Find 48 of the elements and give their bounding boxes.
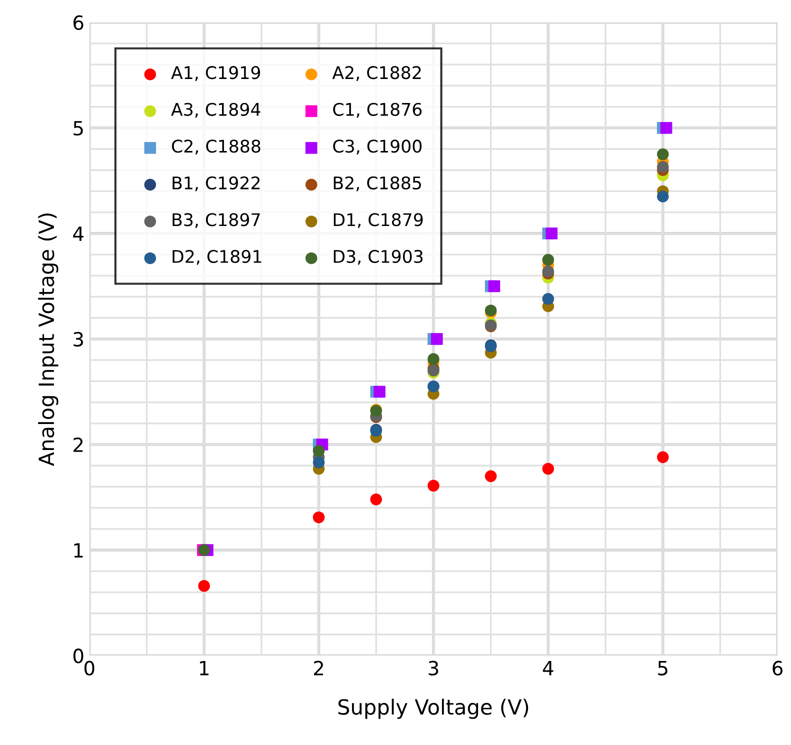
x-tick-label: 0 — [84, 660, 94, 676]
legend-label: C1, C1876 — [333, 102, 422, 118]
point — [656, 148, 669, 160]
y-tick-label: 1 — [74, 543, 83, 558]
legend-label: B2, C1885 — [334, 176, 421, 192]
point — [484, 470, 497, 482]
legend-label: D3, C1903 — [334, 250, 423, 265]
legend-label: B1, C1922 — [172, 176, 260, 192]
point — [660, 122, 672, 134]
x-tick-label: 1 — [200, 661, 208, 676]
point — [428, 353, 440, 365]
point — [198, 580, 210, 592]
x-tick-label: 4 — [542, 661, 554, 676]
y-tick-label: 5 — [74, 121, 83, 136]
point — [431, 333, 443, 345]
point — [428, 480, 440, 492]
legend-label: A3, C1894 — [171, 102, 260, 118]
x-tick-label: 3 — [428, 660, 438, 676]
point — [374, 386, 386, 398]
y-tick-label: 0 — [73, 648, 84, 664]
point — [546, 228, 558, 240]
point — [312, 456, 325, 468]
y-tick-label: 3 — [74, 332, 83, 347]
x-tick-label: 6 — [772, 660, 783, 676]
point — [312, 511, 325, 524]
legend-label: C2, C1888 — [172, 140, 260, 154]
legend-label: A1, C1919 — [171, 66, 260, 81]
point — [312, 444, 325, 457]
legend-label: A2, C1882 — [332, 66, 421, 81]
legend-label: D1, C1879 — [334, 213, 423, 228]
point — [656, 190, 669, 202]
point — [656, 451, 669, 464]
legend-label: D2, C1891 — [172, 250, 262, 265]
point — [488, 280, 500, 292]
y-tick-label: 2 — [74, 437, 83, 452]
legend-label: B3, C1897 — [172, 213, 260, 228]
point — [542, 254, 554, 266]
y-tick-label: 6 — [74, 15, 84, 30]
y-axis-title: Analog Input Voltage (V) — [38, 214, 58, 466]
point — [542, 292, 554, 305]
point — [656, 161, 669, 173]
point — [542, 462, 554, 475]
x-axis-title: Supply Voltage (V) — [338, 698, 528, 719]
x-tick-label: 5 — [658, 661, 668, 676]
x-tick-label: 2 — [314, 660, 324, 676]
point — [370, 494, 382, 506]
legend-label: C3, C1900 — [333, 140, 422, 154]
y-tick-label: 4 — [73, 226, 84, 241]
